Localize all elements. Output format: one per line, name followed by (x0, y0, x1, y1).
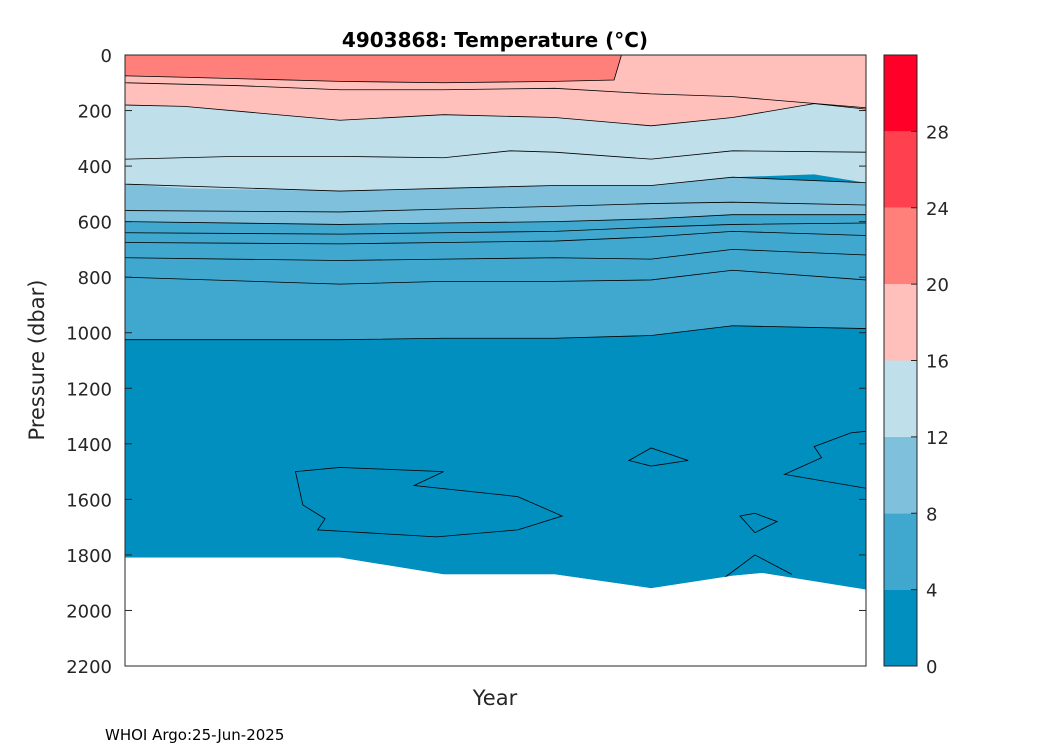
colorbar-segment-28-32 (884, 55, 917, 132)
contour-line-8 (125, 230, 866, 245)
colorbar-tick-label: 16 (926, 352, 949, 373)
colorbar-tick-label: 0 (926, 657, 937, 678)
y-tick-label: 1600 (66, 490, 112, 511)
colorbar-segment-16-20 (884, 284, 917, 361)
fill-band-1 (125, 177, 866, 225)
contour-line-3 (125, 150, 866, 160)
y-tick-label: 1400 (66, 435, 112, 456)
contour-line-4 (125, 176, 866, 192)
y-axis-label: Pressure (dbar) (25, 280, 49, 441)
y-tick-label: 1000 (66, 324, 112, 345)
colorbar-ticks: 0 4 8 12 16 20 24 28 (911, 122, 949, 678)
colorbar-segment-0-4 (884, 589, 917, 666)
colorbar-tick-label: 8 (926, 504, 937, 525)
y-tick-label: 400 (78, 157, 112, 178)
plot-area (125, 55, 866, 666)
colorbar-segment-24-28 (884, 131, 917, 208)
no-data-region (125, 557, 866, 666)
colorbar-tick-label: 20 (926, 275, 949, 296)
y-tick-label: 0 (101, 46, 112, 67)
contour-line-9 (125, 249, 866, 261)
contour-line-16 (724, 554, 793, 578)
chart-title: 4903868: Temperature (°C) (342, 28, 648, 52)
y-axis-ticks: 0 200 400 600 800 1000 1200 1400 1600 1800 2000 220… (66, 46, 866, 678)
contour-line-15 (783, 430, 866, 489)
fill-band-20-24 (125, 55, 622, 83)
x-axis-label: Year (472, 686, 518, 710)
contour-line-0 (125, 55, 622, 84)
colorbar-tick-label: 24 (926, 199, 949, 220)
y-tick-label: 2000 (66, 601, 112, 622)
contour-fills (125, 55, 866, 590)
y-tick-label: 1800 (66, 546, 112, 567)
y-tick-label: 600 (78, 213, 112, 234)
colorbar-tick-label: 28 (926, 122, 949, 143)
contour-line-7 (125, 222, 866, 235)
y-tick-label: 200 (78, 102, 112, 123)
footer-credit: WHOI Argo:25-Jun-2025 (105, 726, 284, 744)
y-tick-label: 800 (78, 268, 112, 289)
contour-lines (125, 55, 866, 578)
contour-line-11 (125, 325, 866, 341)
contour-line-14 (739, 512, 779, 534)
colorbar (883, 54, 918, 667)
contour-line-2 (125, 103, 866, 127)
colorbar-tick-label: 4 (926, 581, 937, 602)
contour-line-6 (125, 214, 866, 225)
fill-band-0 (125, 214, 866, 340)
fill-band-2 (125, 103, 866, 192)
contour-line-12 (294, 467, 564, 538)
contour-line-10 (125, 269, 866, 285)
y-tick-label: 2200 (66, 657, 112, 678)
contour-line-5 (125, 201, 866, 213)
colorbar-segment-20-24 (884, 207, 917, 285)
y-tick-label: 1200 (66, 379, 112, 400)
colorbar-segment-12-16 (884, 360, 917, 437)
colorbar-segment-4-8 (884, 513, 917, 590)
contour-line-1 (125, 82, 866, 109)
contour-line-13 (627, 447, 689, 467)
plot-frame (124, 54, 867, 667)
colorbar-segment-8-12 (884, 436, 917, 514)
colorbar-tick-label: 12 (926, 428, 949, 449)
